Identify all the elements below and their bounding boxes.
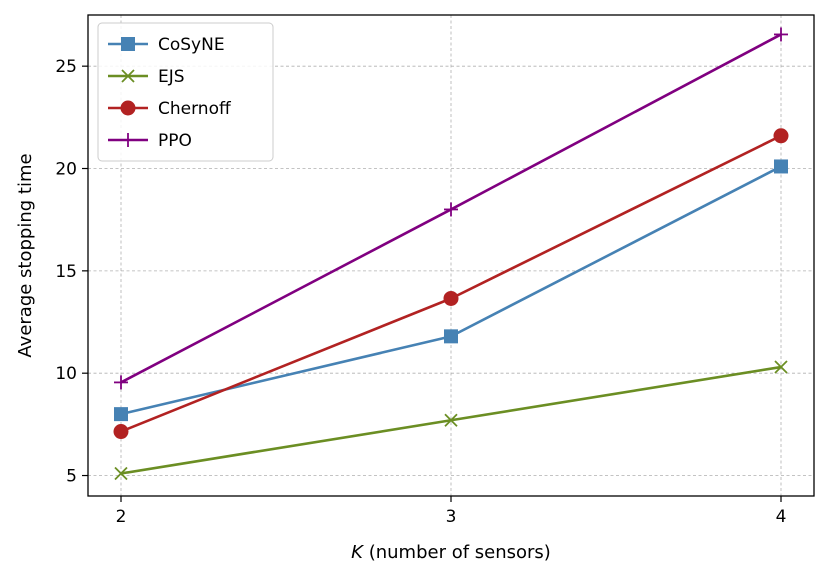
legend-label-cosyne: CoSyNE [158,35,225,55]
legend-label-chernoff: Chernoff [158,99,232,119]
grid [88,15,814,496]
data-point-cosyne [774,159,788,174]
x-marker-stroke [444,413,458,427]
legend-marker-ejs [121,69,135,83]
legend-item-ejs: EJS [108,67,185,87]
x-tick-label: 2 [116,507,127,527]
x-marker-stroke [114,466,128,481]
series-ejs [114,360,788,481]
x-tick-label: 4 [776,507,787,527]
data-point-chernoff [113,424,129,440]
legend-label-ppo: PPO [158,131,192,151]
legend-box [97,22,274,162]
x-axis-ticks: 2 3 4 [116,496,787,527]
x-axis-label-variable: K [351,542,364,563]
legend-item-chernoff: Chernoff [108,99,232,119]
series-chernoff [113,128,789,440]
plot-frame [87,14,815,497]
legend-item-ppo: PPO [108,131,192,151]
x-axis-label: K (number of sensors) [351,542,551,563]
y-tick-label: 15 [55,262,77,282]
data-point-ppo [774,27,788,42]
legend-marker-cosyne [121,37,135,51]
data-point-chernoff [443,290,459,306]
data-point-chernoff [773,128,789,144]
y-tick-label: 20 [55,160,77,180]
legend-item-cosyne: CoSyNE [108,35,225,55]
data-point-ppo [114,375,128,390]
data-point-ejs [774,360,788,374]
legend: CoSyNE EJS Chernoff PPO [97,22,274,162]
x-axis-label-text: (number of sensors) [363,542,551,563]
y-axis-label: Average stopping time [15,153,36,357]
data-point-ejs [444,413,458,427]
y-tick-label: 10 [55,364,77,384]
series-ppo [114,27,788,390]
legend-marker-ppo [121,133,135,147]
y-tick-label: 5 [66,467,77,487]
legend-label-ejs: EJS [158,67,185,87]
data-point-cosyne [444,329,458,344]
x-tick-label: 3 [446,507,457,527]
y-tick-label: 25 [55,57,77,77]
data-point-ejs [114,466,128,481]
x-marker-stroke [774,360,788,374]
x-marker-stroke [121,69,135,83]
data-point-ppo [444,202,458,217]
y-axis-ticks: 5 10 15 20 25 [55,57,88,487]
series-group [113,27,789,481]
data-point-cosyne [114,407,128,422]
legend-marker-chernoff [120,100,136,116]
